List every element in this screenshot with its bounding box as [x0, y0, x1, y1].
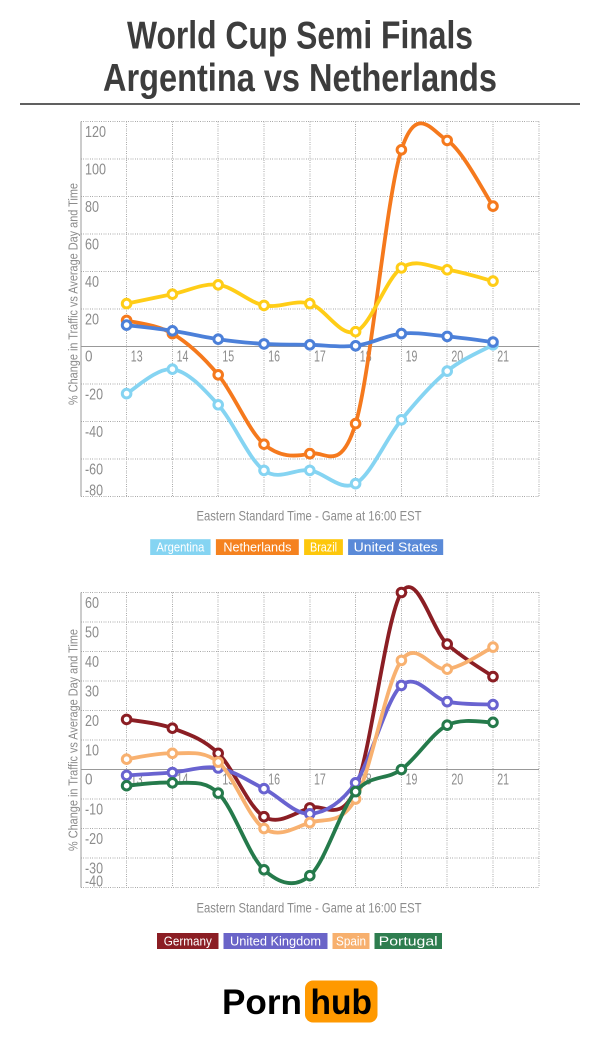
- svg-text:60: 60: [85, 237, 99, 254]
- svg-text:18: 18: [360, 771, 372, 788]
- svg-text:16: 16: [268, 349, 280, 366]
- svg-text:-80: -80: [85, 483, 103, 500]
- svg-text:% Change in Traffic vs Average: % Change in Traffic vs Average Day and T…: [67, 629, 81, 851]
- svg-text:13: 13: [131, 349, 143, 366]
- svg-text:Eastern Standard Time - Game a: Eastern Standard Time - Game at 16:00 ES…: [197, 508, 422, 524]
- svg-text:Netherlands: Netherlands: [223, 540, 291, 554]
- svg-text:14: 14: [177, 771, 189, 788]
- svg-text:17: 17: [314, 771, 326, 788]
- svg-text:40: 40: [85, 274, 99, 291]
- svg-text:19: 19: [406, 771, 418, 788]
- svg-text:-40: -40: [85, 873, 103, 890]
- svg-text:Portugal: Portugal: [379, 934, 438, 948]
- svg-text:0: 0: [85, 771, 93, 788]
- svg-text:-10: -10: [85, 802, 103, 819]
- svg-text:19: 19: [406, 349, 418, 366]
- svg-text:15: 15: [222, 349, 234, 366]
- svg-text:0: 0: [85, 349, 93, 366]
- svg-text:United Kingdom: United Kingdom: [230, 934, 321, 948]
- svg-text:Argentina vs Netherlands: Argentina vs Netherlands: [103, 57, 497, 100]
- svg-text:21: 21: [497, 349, 509, 366]
- svg-text:20: 20: [85, 713, 99, 730]
- svg-text:120: 120: [85, 124, 106, 141]
- svg-text:17: 17: [314, 349, 326, 366]
- svg-text:-20: -20: [85, 831, 103, 848]
- svg-text:% Change in Traffic vs Average: % Change in Traffic vs Average Day and T…: [67, 183, 81, 405]
- svg-text:80: 80: [85, 199, 99, 216]
- svg-text:40: 40: [85, 654, 99, 671]
- svg-text:Brazil: Brazil: [310, 540, 337, 554]
- svg-text:-20: -20: [85, 387, 103, 404]
- svg-text:10: 10: [85, 743, 99, 760]
- svg-text:50: 50: [85, 625, 99, 642]
- svg-text:Spain: Spain: [336, 934, 366, 948]
- svg-text:15: 15: [222, 771, 234, 788]
- svg-text:20: 20: [451, 771, 463, 788]
- svg-text:14: 14: [177, 349, 189, 366]
- svg-text:18: 18: [360, 349, 372, 366]
- svg-text:-40: -40: [85, 424, 103, 441]
- svg-text:13: 13: [131, 771, 143, 788]
- svg-text:-60: -60: [85, 462, 103, 479]
- svg-text:16: 16: [268, 771, 280, 788]
- svg-text:hub: hub: [311, 982, 373, 1022]
- svg-text:100: 100: [85, 162, 106, 179]
- svg-text:Porn: Porn: [222, 982, 302, 1022]
- svg-text:United States: United States: [354, 540, 438, 554]
- svg-text:20: 20: [85, 312, 99, 329]
- svg-text:Argentina: Argentina: [156, 540, 204, 554]
- svg-text:21: 21: [497, 771, 509, 788]
- svg-text:30: 30: [85, 684, 99, 701]
- svg-text:World Cup Semi Finals: World Cup Semi Finals: [127, 15, 473, 58]
- svg-text:Eastern Standard Time - Game a: Eastern Standard Time - Game at 16:00 ES…: [197, 900, 422, 916]
- svg-text:60: 60: [85, 595, 99, 612]
- svg-text:Germany: Germany: [164, 934, 213, 948]
- svg-text:-30: -30: [85, 861, 103, 878]
